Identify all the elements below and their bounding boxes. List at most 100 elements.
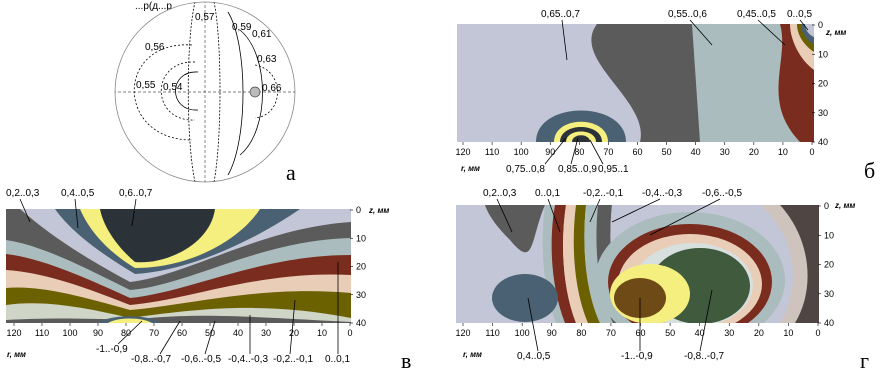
x-tick-label: 120 [6, 328, 21, 338]
y-tick-label: 0 [818, 20, 823, 30]
region-label: -0,8..-0,7 [684, 351, 724, 362]
x-tick-label: 30 [261, 328, 271, 338]
x-tick-label: 40 [691, 147, 701, 157]
region-label: 0,95..1 [598, 164, 629, 175]
x-tick-label: 50 [662, 147, 672, 157]
x-tick-label: 70 [603, 147, 613, 157]
region-label: 0,6..0,7 [119, 188, 153, 199]
leader-line [204, 320, 216, 355]
x-tick-label: 20 [749, 147, 759, 157]
x-tick-label: 110 [485, 328, 499, 338]
x-tick-label: 80 [121, 328, 131, 338]
panel-g-letter: г [860, 348, 869, 371]
x-tick-label: 120 [455, 328, 470, 338]
region-dark-bump-inner [572, 135, 590, 142]
x-tick-label: 100 [62, 328, 77, 338]
region-label: -0,6..-0,5 [181, 354, 221, 365]
isoline [213, 2, 221, 182]
isoline [161, 61, 196, 121]
leader-line [19, 198, 31, 223]
region-label: 0,2..0,3 [6, 188, 40, 199]
x-tick-label: 110 [485, 147, 499, 157]
region-label: 0..0,1 [325, 354, 350, 365]
r-axis-label: r, мм [461, 164, 480, 173]
region-dark-gray [591, 24, 700, 142]
x-tick-label: 0 [815, 328, 820, 338]
panel-b-letter: б [864, 158, 875, 183]
y-tick-label: 20 [356, 262, 366, 272]
y-tick-label: 0 [824, 201, 829, 211]
region-label: 0,4..0,5 [517, 351, 551, 362]
isoline-label: 0,59 [232, 22, 252, 33]
panel-v: 0,2..0,3 0,4..0,5 0,6..0,7 -1..-0,9 -0,8… [6, 188, 411, 371]
y-tick-label: 40 [824, 318, 834, 328]
y-tick-label: 40 [356, 318, 366, 328]
region-slate-oval [492, 274, 558, 322]
leader-line [544, 137, 567, 165]
leader-line [649, 198, 721, 236]
leader-line [799, 19, 809, 31]
y-tick-label: 10 [356, 233, 366, 243]
y-tick-label: 30 [824, 289, 834, 299]
leader-line [611, 198, 661, 223]
y-tick-label: 20 [818, 79, 828, 89]
x-tick-label: 90 [93, 328, 103, 338]
isoline-label: 0,55 [136, 80, 156, 91]
x-tick-label: 90 [545, 147, 555, 157]
y-tick-label: 10 [818, 49, 828, 59]
isoline [175, 71, 199, 111]
region-label: -0,4..-0,3 [228, 354, 268, 365]
z-axis-label: z, мм [834, 201, 855, 210]
region-label: -0,8..-0,7 [131, 354, 171, 365]
leader-line [159, 320, 181, 355]
x-tick-label: 60 [635, 328, 645, 338]
leader-line [757, 19, 786, 46]
leader-line [74, 198, 79, 229]
y-tick-label: 10 [824, 230, 834, 240]
region-label: 0,75..0,8 [506, 164, 545, 175]
region-label: -1..-0,9 [621, 351, 653, 362]
x-tick-label: 120 [455, 147, 470, 157]
leader-line [689, 19, 713, 46]
panel-a-top-partial-text: ...р(д...р... [135, 1, 180, 12]
region-lavender [805, 24, 814, 37]
isoline [254, 64, 278, 119]
x-tick-label: 0 [809, 147, 814, 157]
region-label: -1..-0,9 [96, 344, 128, 355]
z-axis-label: z, мм [368, 206, 389, 215]
isoline-label: 0,63 [257, 54, 277, 65]
x-tick-label: 10 [778, 147, 788, 157]
panel-a-spot [249, 86, 261, 98]
x-tick-label: 50 [205, 328, 215, 338]
x-tick-label: 50 [665, 328, 675, 338]
x-tick-label: 10 [317, 328, 327, 338]
leader-line [570, 137, 579, 165]
x-tick-label: 60 [632, 147, 642, 157]
leader-line [547, 198, 561, 233]
panel-v-letter: в [401, 348, 411, 371]
x-tick-label: 40 [695, 328, 705, 338]
isoline-label: 0,57 [195, 12, 215, 23]
isoline [187, 2, 196, 182]
band-near-black [100, 209, 215, 263]
x-tick-label: 20 [754, 328, 764, 338]
x-tick-label: 10 [783, 328, 793, 338]
panel-a-letter: а [286, 160, 296, 185]
x-tick-label: 80 [574, 147, 584, 157]
region-label: -0,2..-0,1 [583, 188, 623, 199]
x-tick-label: 100 [515, 328, 530, 338]
leader-line [527, 297, 539, 352]
isoline-label: 0,54 [163, 82, 183, 93]
x-tick-label: 80 [576, 328, 586, 338]
x-tick-label: 20 [289, 328, 299, 338]
region-label: -0,4..-0,3 [642, 188, 682, 199]
isoline [239, 29, 263, 156]
leader-line [131, 198, 137, 227]
leader-line [289, 299, 296, 355]
region-light-blue [692, 24, 800, 142]
x-tick-label: 110 [35, 328, 49, 338]
leader-line [561, 19, 568, 61]
